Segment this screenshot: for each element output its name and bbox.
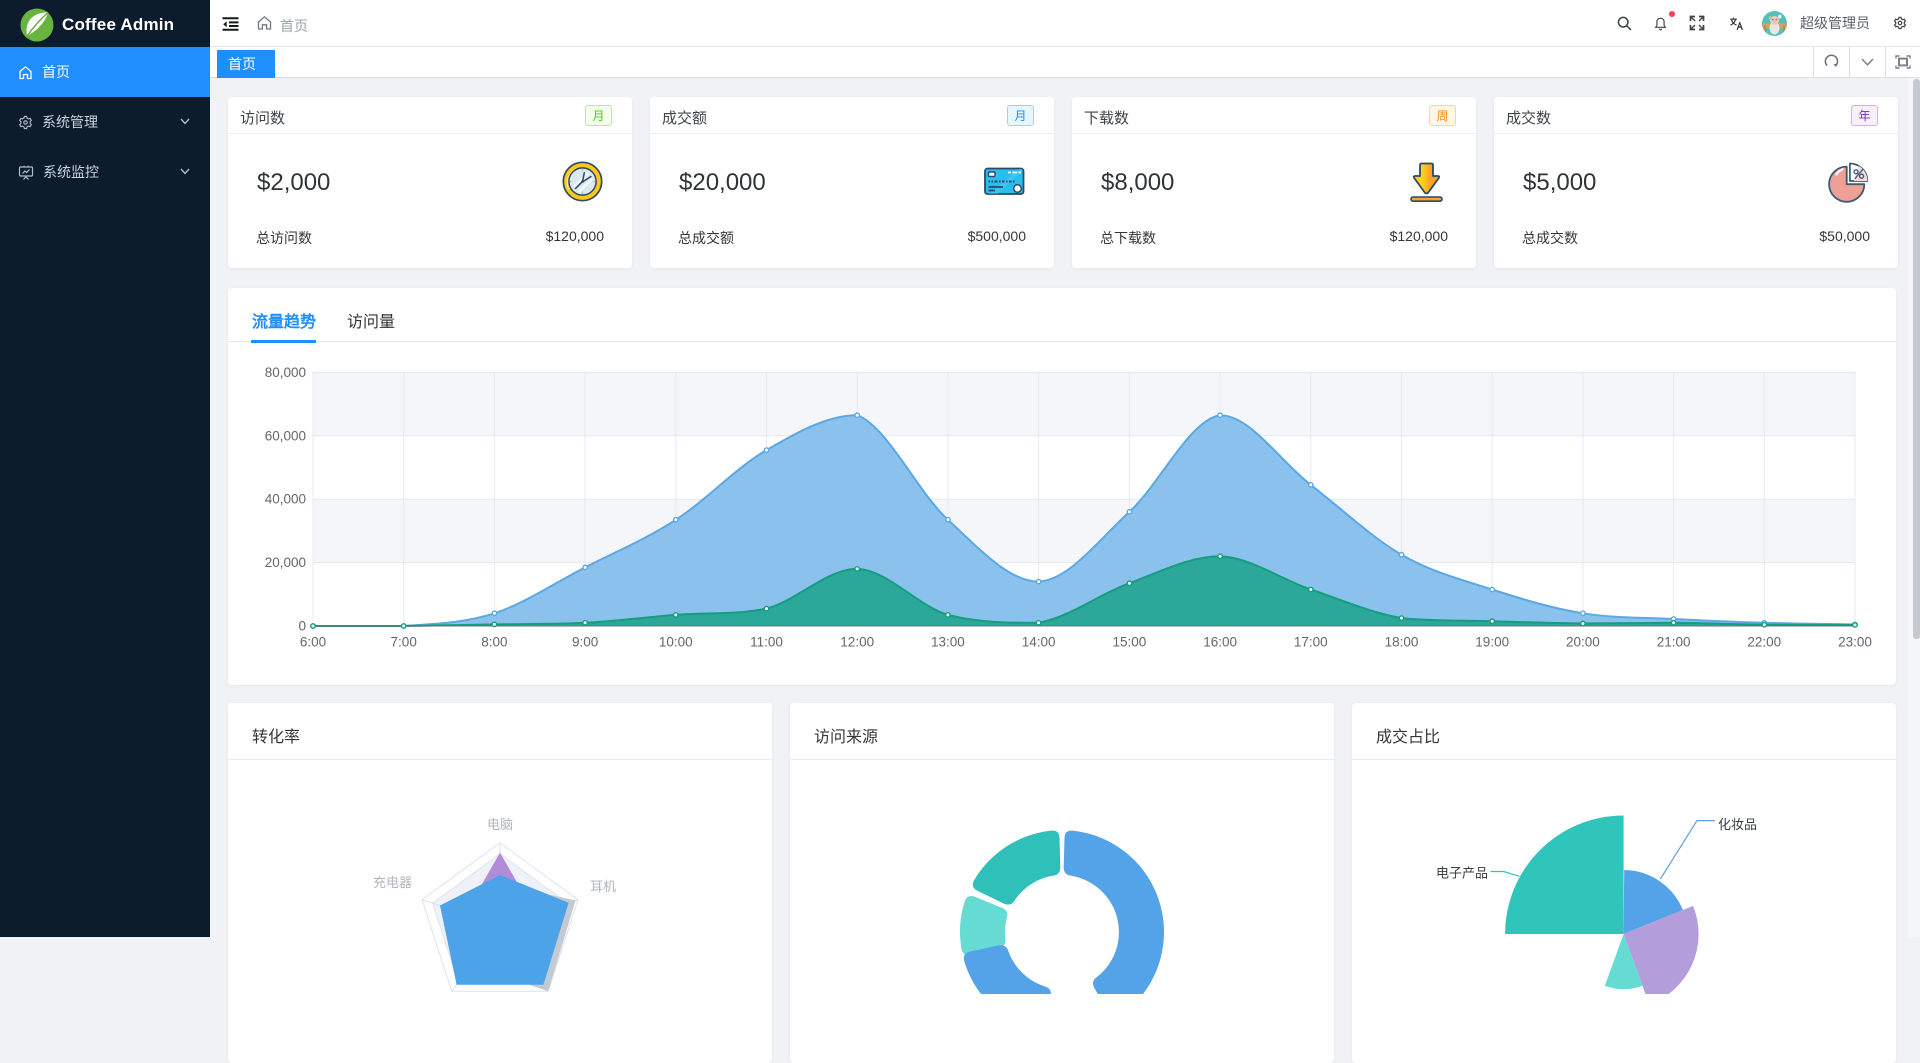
svg-text:耳机: 耳机 [590,879,616,894]
svg-text:21:00: 21:00 [1657,635,1691,650]
svg-text:20:00: 20:00 [1566,635,1600,650]
svg-text:19:00: 19:00 [1475,635,1509,650]
svg-text:40,000: 40,000 [265,492,306,507]
svg-text:17:00: 17:00 [1294,635,1328,650]
svg-text:18:00: 18:00 [1385,635,1419,650]
svg-text:13:00: 13:00 [931,635,965,650]
svg-text:化妆品: 化妆品 [1718,817,1757,832]
svg-text:14:00: 14:00 [1022,635,1056,650]
svg-text:8:00: 8:00 [481,635,507,650]
svg-text:20,000: 20,000 [265,555,306,570]
svg-text:电子产品: 电子产品 [1436,866,1488,881]
svg-text:6:00: 6:00 [300,635,326,650]
svg-text:11:00: 11:00 [750,635,783,650]
svg-text:9:00: 9:00 [572,635,598,650]
svg-text:15:00: 15:00 [1113,635,1147,650]
svg-text:23:00: 23:00 [1838,635,1872,650]
svg-text:充电器: 充电器 [373,875,412,890]
svg-text:60,000: 60,000 [265,428,306,443]
svg-text:10:00: 10:00 [659,635,693,650]
svg-text:22:00: 22:00 [1747,635,1781,650]
svg-text:80,000: 80,000 [265,365,306,380]
svg-text:0: 0 [298,619,306,634]
svg-text:7:00: 7:00 [391,635,417,650]
svg-text:12:00: 12:00 [840,635,874,650]
svg-text:16:00: 16:00 [1203,635,1237,650]
svg-text:电脑: 电脑 [487,817,513,832]
